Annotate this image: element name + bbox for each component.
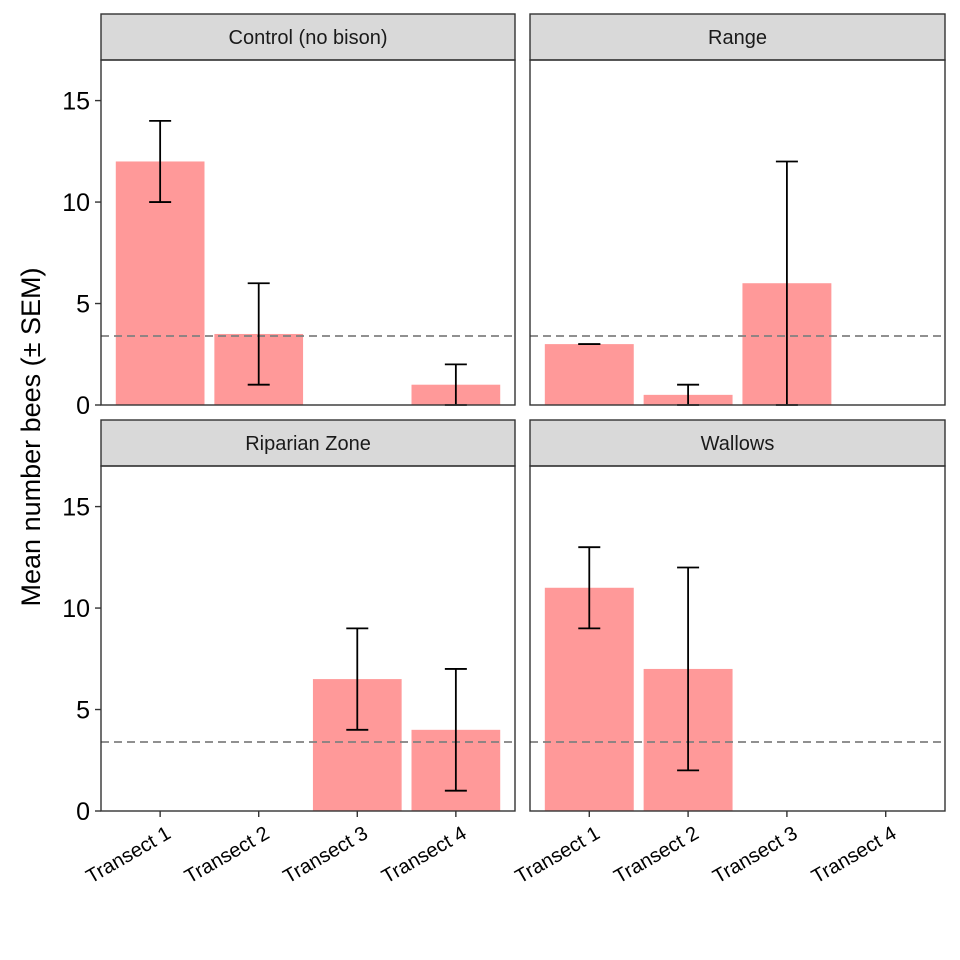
- facet-title: Riparian Zone: [245, 433, 371, 455]
- facet-title: Control (no bison): [229, 27, 388, 49]
- panel-border: [529, 59, 946, 406]
- x-tick-label: Transect 4: [808, 822, 900, 888]
- x-tick-label: Transect 1: [512, 822, 604, 888]
- x-tick-label: Transect 3: [709, 822, 801, 888]
- y-tick-label: 5: [76, 697, 90, 725]
- error-bar: [149, 119, 172, 203]
- panel-border: [529, 465, 946, 812]
- y-tick-label: 10: [62, 595, 90, 623]
- facet-panel-1: Control (no bison) 0 5 10 15: [62, 13, 516, 420]
- x-tick-label: Transect 3: [280, 822, 372, 888]
- x-tick-label: Transect 4: [378, 822, 470, 888]
- error-bar: [247, 282, 270, 386]
- y-tick-label: 5: [76, 291, 90, 319]
- facet-panel-4: Wallows Transect 1 Transect 2 Transect 3 Tra…: [512, 419, 946, 888]
- y-tick-label: 0: [76, 392, 90, 420]
- error-bar: [346, 627, 369, 731]
- error-bar: [444, 668, 467, 792]
- facet-strip: [529, 13, 946, 61]
- error-bar: [677, 566, 700, 772]
- y-tick-label: 10: [62, 189, 90, 217]
- y-tick-label: 15: [62, 88, 90, 116]
- x-tick-label: Transect 2: [181, 822, 273, 888]
- y-tick-label: 15: [62, 494, 90, 522]
- bar: [544, 344, 634, 405]
- x-tick-label: Transect 2: [610, 822, 702, 888]
- error-bar: [578, 546, 601, 630]
- facet-strip: [529, 419, 946, 467]
- facet-panel-2: Range: [529, 13, 946, 406]
- y-tick-label: 0: [76, 798, 90, 826]
- facet-title: Wallows: [701, 433, 775, 455]
- facet-strip: [100, 13, 516, 61]
- y-axis-label: Mean number bees (± SEM): [16, 268, 46, 607]
- x-tick-label: Transect 1: [82, 822, 174, 888]
- facet-title: Range: [708, 27, 767, 49]
- facet-strip: [100, 419, 516, 467]
- panel-border: [100, 465, 516, 812]
- panel-border: [100, 59, 516, 406]
